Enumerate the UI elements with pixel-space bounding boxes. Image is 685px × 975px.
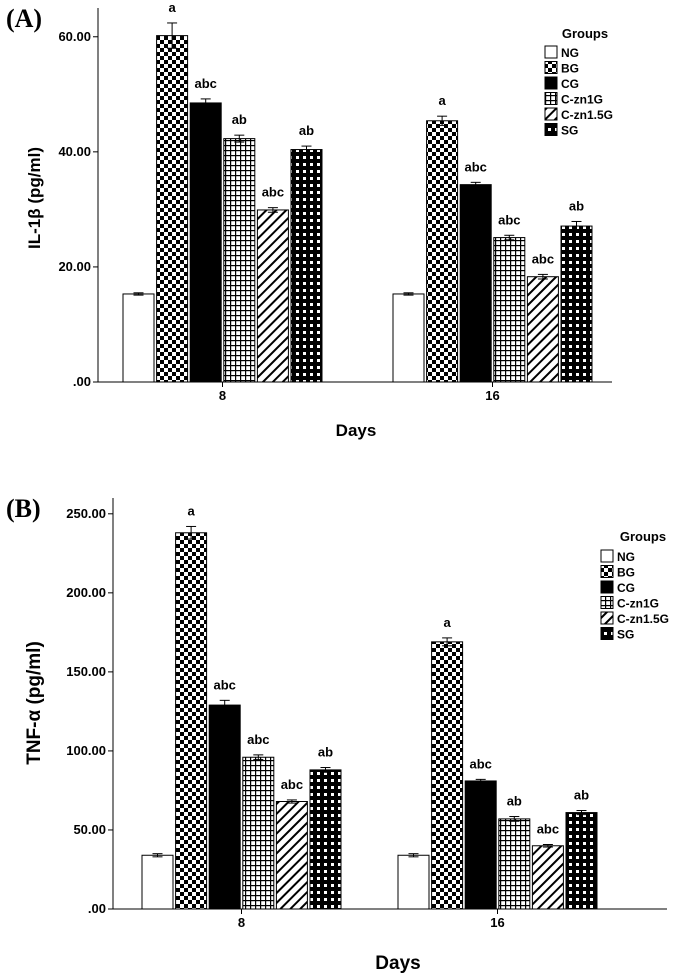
panel-a-legend-swatch bbox=[544, 61, 558, 74]
panel-b-significance-label: ab bbox=[318, 745, 333, 760]
panel-b-bar-c-zn1-5g bbox=[531, 845, 564, 910]
panel-a-legend-label: CG bbox=[561, 77, 579, 91]
panel-b-bar-bg bbox=[175, 532, 208, 910]
panel-b-y-tick-label: 50.00 bbox=[73, 822, 106, 837]
panel-a-legend-label: C-zn1.5G bbox=[561, 108, 613, 122]
panel-a-bar-ng bbox=[122, 293, 155, 383]
panel-b-legend-label: C-zn1.5G bbox=[617, 612, 669, 626]
panel-b-x-tick-label: 16 bbox=[490, 915, 504, 930]
panel-a-bar-cg bbox=[189, 102, 222, 383]
panel-b-legend-swatch bbox=[600, 549, 614, 563]
panel-a-y-tick-label: 60.00 bbox=[58, 29, 91, 44]
panel-a-legend-label: BG bbox=[561, 62, 579, 76]
panel-b-plot: .00 50.00 100.00 150.00 200.00 250.00 8 a abc abc… bbox=[66, 498, 669, 930]
panel-a-y-tick-label: 40.00 bbox=[58, 144, 91, 159]
panel-b-bar-sg bbox=[565, 812, 598, 910]
panel-a: (A) IL-1β (pg/ml) Days Groups .00 20.00 40… bbox=[6, 0, 613, 440]
panel-b-bar-c-zn1g bbox=[498, 818, 531, 910]
panel-b-significance-label: ab bbox=[507, 794, 522, 809]
panel-b-legend-swatch bbox=[600, 565, 614, 578]
panel-a-legend-swatch bbox=[544, 92, 558, 105]
panel-a-significance-label: abc bbox=[262, 185, 284, 200]
panel-b-bar-bg bbox=[431, 641, 464, 910]
panel-a-significance-label: abc bbox=[194, 76, 216, 91]
panel-a-legend-label: SG bbox=[561, 124, 578, 138]
panel-b-legend-label: CG bbox=[617, 581, 635, 595]
panel-b-bar-c-zn1-5g bbox=[275, 801, 308, 910]
panel-b-y-tick-label: 250.00 bbox=[66, 506, 106, 521]
panel-a-label: (A) bbox=[6, 4, 42, 33]
panel-a-bar-sg bbox=[560, 225, 593, 383]
panel-a-bar-c-zn1g bbox=[493, 237, 526, 383]
panel-a-legend-swatch bbox=[544, 76, 558, 90]
panel-b-legend-title: Groups bbox=[620, 529, 666, 544]
panel-a-bar-c-zn1-5g bbox=[256, 209, 289, 383]
panel-a-bar-bg bbox=[426, 120, 459, 383]
panel-a-y-tick-label: 20.00 bbox=[58, 259, 91, 274]
panel-a-legend-label: C-zn1G bbox=[561, 93, 603, 107]
panel-b-x-tick-label: 8 bbox=[238, 915, 245, 930]
panel-b-legend-label: NG bbox=[617, 550, 635, 564]
panel-a-bar-ng bbox=[392, 293, 425, 383]
panel-a-legend-title: Groups bbox=[562, 26, 608, 41]
panel-b-legend-swatch bbox=[600, 611, 614, 625]
panel-b-y-tick-label: .00 bbox=[88, 901, 106, 916]
panel-a-y-axis-title: IL-1β (pg/ml) bbox=[25, 147, 44, 249]
panel-b-significance-label: abc bbox=[213, 677, 235, 692]
panel-b-bar-ng bbox=[397, 854, 430, 910]
panel-b-label: (B) bbox=[6, 494, 41, 523]
panel-b-significance-label: a bbox=[443, 615, 451, 630]
panel-a-plot: .00 20.00 40.00 60.00 8 a abc ab abc ab 16 a abc abc a… bbox=[58, 0, 613, 403]
panel-a-x-tick-label: 16 bbox=[485, 388, 499, 403]
panel-b-legend-label: SG bbox=[617, 628, 634, 642]
panel-b-significance-label: abc bbox=[469, 756, 491, 771]
panel-a-significance-label: ab bbox=[299, 123, 314, 138]
panel-b-y-tick-label: 100.00 bbox=[66, 743, 106, 758]
panel-b-y-tick-label: 200.00 bbox=[66, 585, 106, 600]
panel-a-bar-cg bbox=[459, 184, 492, 383]
panel-a-legend-label: NG bbox=[561, 46, 579, 60]
panel-b-significance-label: abc bbox=[247, 732, 269, 747]
panel-b-bar-cg bbox=[208, 704, 241, 910]
panel-a-legend-swatch bbox=[544, 107, 558, 121]
panel-a-significance-label: a bbox=[438, 93, 446, 108]
panel-b-bar-cg bbox=[464, 780, 497, 910]
panel-a-significance-label: abc bbox=[464, 159, 486, 174]
panel-a-significance-label: ab bbox=[232, 112, 247, 127]
panel-b-y-axis-title: TNF-α (pg/ml) bbox=[24, 641, 45, 765]
panel-b-significance-label: abc bbox=[281, 777, 303, 792]
panel-b-bar-ng bbox=[141, 854, 174, 910]
panel-a-x-axis-title: Days bbox=[336, 421, 377, 440]
panel-a-significance-label: abc bbox=[532, 251, 554, 266]
panel-a-x-tick-label: 8 bbox=[219, 388, 226, 403]
panel-b-y-tick-label: 150.00 bbox=[66, 664, 106, 679]
panel-b-x-axis-title: Days bbox=[375, 953, 420, 974]
panel-a-bar-sg bbox=[290, 149, 323, 383]
panel-b-significance-label: ab bbox=[574, 788, 589, 803]
panel-a-significance-label: ab bbox=[569, 198, 584, 213]
panel-b: (B) TNF-α (pg/ml) Days Groups .00 50.00 10… bbox=[6, 494, 669, 974]
panel-a-bar-bg bbox=[156, 35, 189, 383]
panel-b-significance-label: a bbox=[187, 503, 195, 518]
panel-a-legend-swatch bbox=[544, 45, 558, 59]
panel-b-significance-label: abc bbox=[537, 822, 559, 837]
panel-b-bar-sg bbox=[309, 769, 342, 910]
panel-a-bar-c-zn1-5g bbox=[526, 276, 559, 383]
panel-b-bar-c-zn1g bbox=[242, 756, 275, 910]
panel-a-significance-label: abc bbox=[498, 212, 520, 227]
panel-b-legend-label: BG bbox=[617, 566, 635, 580]
panel-b-legend-swatch bbox=[600, 596, 614, 609]
panel-b-legend-label: C-zn1G bbox=[617, 597, 659, 611]
panel-b-legend-swatch bbox=[600, 627, 614, 640]
panel-a-significance-label: a bbox=[168, 0, 176, 15]
panel-a-bar-c-zn1g bbox=[223, 138, 256, 383]
panel-b-legend-swatch bbox=[600, 580, 614, 594]
panel-a-y-tick-label: .00 bbox=[73, 374, 91, 389]
panel-a-legend-swatch bbox=[544, 123, 558, 136]
